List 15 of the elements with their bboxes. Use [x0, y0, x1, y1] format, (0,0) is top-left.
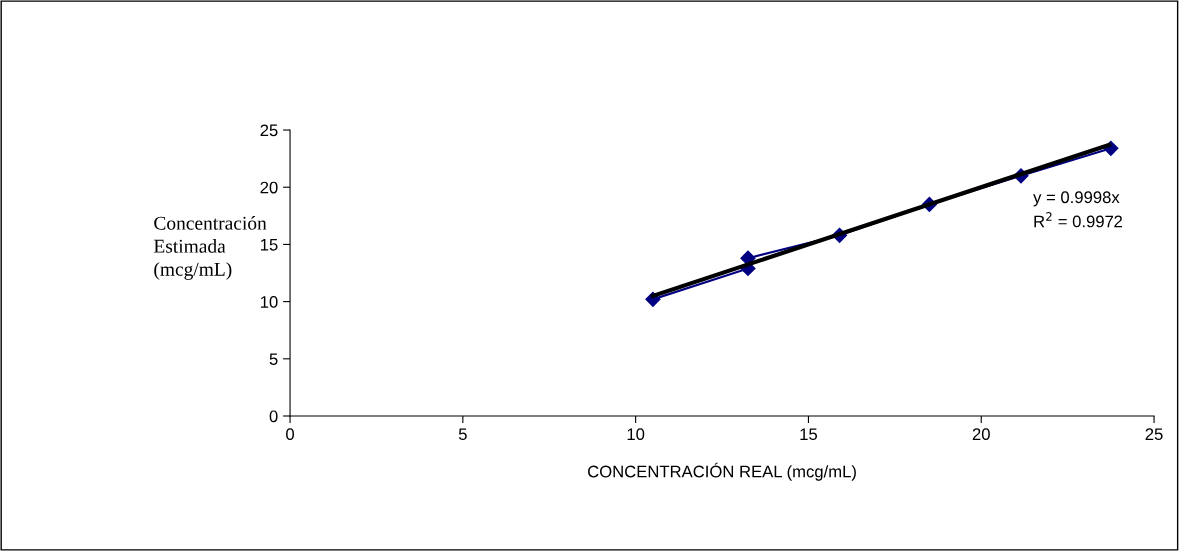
x-tick-label: 10	[627, 428, 645, 441]
x-tick-label: 5	[458, 428, 467, 441]
x-tick-label: 20	[972, 428, 990, 441]
y-tick-label: 0	[269, 410, 278, 423]
y-tick-label: 25	[260, 124, 278, 137]
annotation: y = 0.9998x	[1033, 191, 1120, 207]
y-tick-label: 20	[260, 181, 278, 194]
y-tick-label: 5	[269, 353, 278, 366]
x-tick-label: 15	[800, 428, 818, 441]
y-tick-label: 10	[260, 296, 278, 308]
x-tick-label: 25	[1145, 428, 1163, 441]
x-axis-title: CONCENTRACIÓN REAL (mcg/mL)	[588, 462, 856, 481]
x-tick-label: 0	[286, 428, 295, 441]
annotation: R$^{2}$ = 0.9972	[1034, 212, 1122, 228]
y-tick-label: 15	[260, 239, 278, 251]
